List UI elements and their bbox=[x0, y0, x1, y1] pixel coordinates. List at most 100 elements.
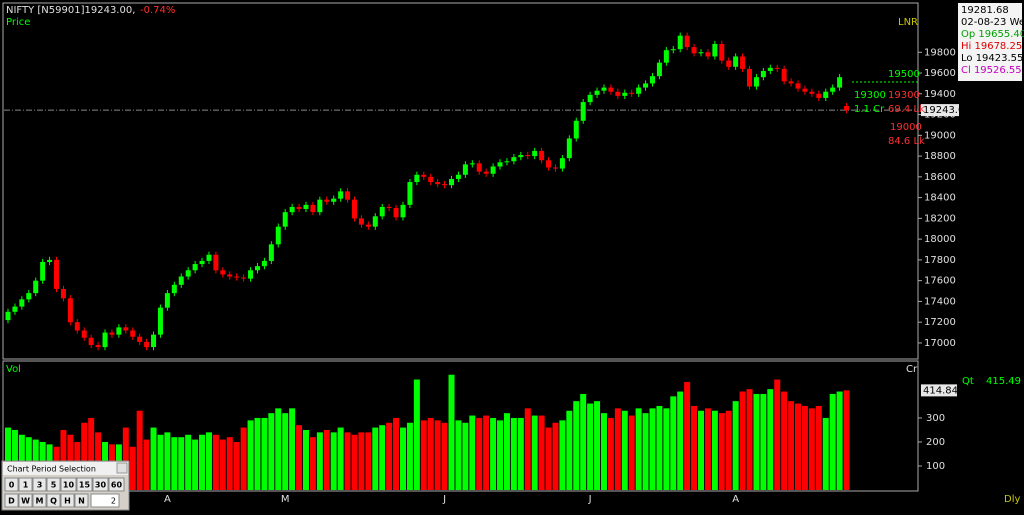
period-button[interactable] bbox=[18, 493, 33, 508]
period-button[interactable] bbox=[74, 493, 89, 508]
volume-bar bbox=[282, 413, 289, 490]
candle-body bbox=[719, 43, 725, 61]
x-tick-label: J bbox=[442, 494, 446, 505]
period-button-label[interactable]: 3 bbox=[37, 481, 43, 490]
candle-body bbox=[476, 163, 482, 172]
candle-body bbox=[331, 198, 337, 202]
candle-body bbox=[726, 60, 732, 67]
candle-body bbox=[587, 94, 593, 103]
candle-body bbox=[40, 261, 46, 281]
volume-bar bbox=[129, 446, 136, 490]
period-button[interactable] bbox=[60, 477, 77, 492]
period-button[interactable] bbox=[4, 493, 19, 508]
period-button[interactable] bbox=[108, 477, 125, 492]
period-button[interactable] bbox=[32, 477, 47, 492]
candle-body bbox=[130, 330, 136, 337]
candle-body bbox=[462, 164, 468, 175]
volume-bar bbox=[788, 401, 795, 490]
candle-body bbox=[629, 92, 635, 94]
candle-body bbox=[753, 77, 759, 87]
candle-body bbox=[199, 260, 205, 265]
volume-bar bbox=[240, 427, 247, 490]
period-button-label[interactable]: 5 bbox=[51, 481, 57, 490]
period-button-label[interactable]: 1 bbox=[23, 481, 29, 490]
candle-body bbox=[781, 68, 787, 82]
candle-body bbox=[677, 35, 683, 50]
volume-bar bbox=[524, 408, 531, 490]
pane-title: Price bbox=[6, 17, 30, 28]
candle-body bbox=[539, 150, 545, 161]
period-button-label[interactable]: 0 bbox=[9, 481, 15, 490]
period-button-label[interactable]: D bbox=[8, 497, 15, 506]
volume-bar bbox=[490, 417, 497, 490]
candle-body bbox=[552, 167, 558, 169]
level-label: 19000 bbox=[890, 122, 922, 133]
candle-body bbox=[60, 288, 66, 299]
period-button[interactable] bbox=[46, 493, 61, 508]
candle-body bbox=[511, 157, 517, 162]
volume-bar bbox=[296, 425, 303, 490]
period-button-label[interactable]: M bbox=[36, 497, 44, 506]
period-button-label[interactable]: W bbox=[21, 497, 30, 506]
period-button[interactable] bbox=[92, 477, 109, 492]
candle-body bbox=[345, 191, 351, 200]
volume-bar bbox=[718, 413, 725, 490]
candle-body bbox=[767, 67, 773, 71]
volume-bar bbox=[420, 420, 427, 490]
volume-bar bbox=[289, 408, 296, 490]
volume-bar bbox=[205, 432, 212, 490]
period-input[interactable] bbox=[90, 493, 120, 508]
volume-bar bbox=[829, 393, 836, 490]
period-button[interactable] bbox=[60, 493, 75, 508]
candle-body bbox=[532, 150, 538, 157]
period-button-label[interactable]: 30 bbox=[95, 481, 107, 490]
change: -0.74% bbox=[140, 5, 175, 16]
volume-bar bbox=[268, 413, 275, 490]
candle-body bbox=[663, 50, 669, 63]
candle-body bbox=[379, 206, 385, 217]
candle-body bbox=[455, 174, 461, 179]
candle-body bbox=[705, 52, 711, 57]
candle-body bbox=[525, 155, 531, 157]
candle-body bbox=[428, 176, 434, 183]
volume-bar bbox=[566, 410, 573, 490]
y-tick-label: 17800 bbox=[924, 255, 956, 266]
volume-bar bbox=[649, 408, 656, 490]
last-volume-label: 414.84 bbox=[923, 385, 958, 396]
y-tick-label: 19800 bbox=[924, 47, 956, 58]
period-button-label[interactable]: Q bbox=[50, 497, 57, 506]
volume-bar bbox=[538, 415, 545, 490]
y-tick-label: 100 bbox=[926, 461, 945, 472]
period-button-label[interactable]: N bbox=[78, 497, 85, 506]
x-tick-label: M bbox=[281, 494, 290, 505]
close-button[interactable] bbox=[116, 462, 128, 474]
price-pane bbox=[2, 2, 919, 360]
period-button-label[interactable]: H bbox=[64, 497, 71, 506]
period-button[interactable] bbox=[32, 493, 47, 508]
period-button-label[interactable]: 60 bbox=[111, 481, 123, 490]
volume-bar bbox=[226, 437, 233, 490]
candle-body bbox=[254, 266, 260, 271]
period-button[interactable] bbox=[46, 477, 61, 492]
volume-bar bbox=[711, 410, 718, 490]
volume-bar bbox=[760, 393, 767, 490]
volume-bar bbox=[836, 391, 843, 490]
period-button[interactable] bbox=[76, 477, 93, 492]
info-close: Cl 19526.55 bbox=[961, 65, 1022, 76]
selector-title: Chart Period Selection bbox=[7, 465, 96, 474]
period-button-label[interactable]: 15 bbox=[79, 481, 91, 490]
volume-bar bbox=[531, 415, 538, 490]
period-button-label[interactable]: 10 bbox=[63, 481, 75, 490]
volume-bar bbox=[434, 420, 441, 490]
period-input-value[interactable]: 2 bbox=[111, 497, 116, 506]
volume-bar bbox=[413, 379, 420, 490]
candle-body bbox=[275, 226, 281, 245]
period-button[interactable] bbox=[4, 477, 19, 492]
volume-bar bbox=[400, 427, 407, 490]
volume-bar bbox=[358, 432, 365, 490]
candle-body bbox=[393, 207, 399, 218]
candle-body bbox=[490, 166, 496, 174]
volume-bar bbox=[212, 434, 219, 490]
volume-bar bbox=[275, 408, 282, 490]
period-button[interactable] bbox=[18, 477, 33, 492]
